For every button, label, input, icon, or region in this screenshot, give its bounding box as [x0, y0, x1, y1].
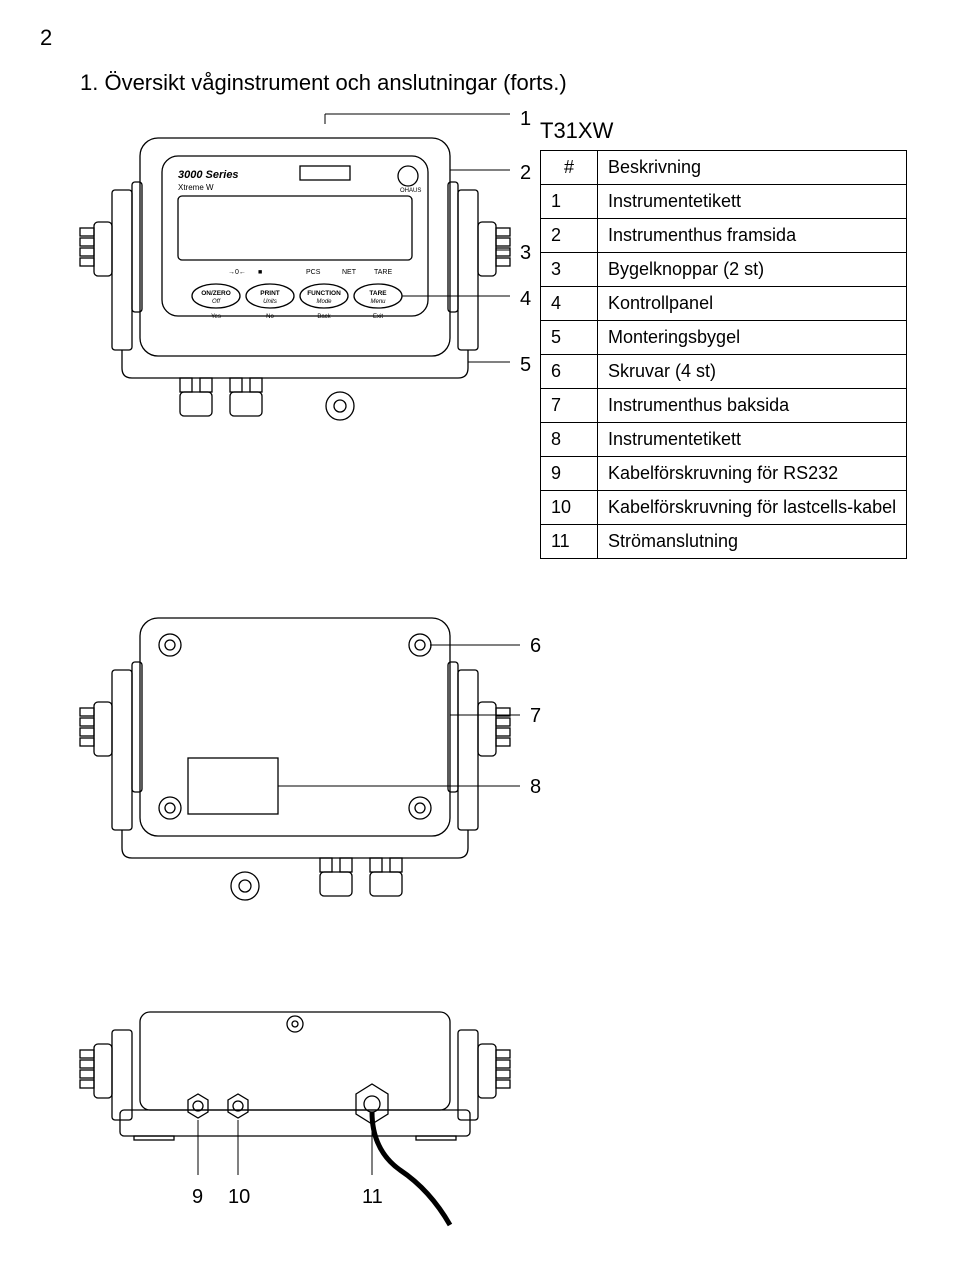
brand-label: OHAUS: [400, 188, 421, 194]
legend-cell: Instrumentetikett: [598, 185, 907, 219]
ind: →0←: [228, 269, 246, 276]
series-label: 3000 Series: [178, 169, 239, 181]
model-code: T31XW: [540, 118, 613, 144]
btn-top: TARE: [369, 290, 387, 297]
btn-sub: Exit: [373, 314, 383, 320]
btn-sub: No: [266, 314, 274, 320]
legend-cell: 2: [541, 219, 598, 253]
legend-cell: Instrumenthus framsida: [598, 219, 907, 253]
legend-cell: 8: [541, 423, 598, 457]
front-diagram: 3000 Series Xtreme W OHAUS →0← ■ PCS NET…: [70, 110, 520, 440]
legend-cell: 4: [541, 287, 598, 321]
btn-sub: Yes: [211, 314, 221, 320]
bottom-diagram: [70, 1000, 530, 1230]
callout-3: 3: [520, 242, 531, 265]
subtitle-label: Xtreme W: [178, 183, 214, 192]
callout-8: 8: [530, 776, 541, 799]
legend-col-num: #: [541, 151, 598, 185]
legend-col-desc: Beskrivning: [598, 151, 907, 185]
callout-10: 10: [228, 1186, 250, 1209]
page-number: 2: [40, 25, 52, 51]
page-title: 1. Översikt våginstrument och anslutning…: [80, 70, 567, 96]
ind: ■: [258, 269, 262, 276]
btn-mid: Mode: [316, 299, 332, 305]
callout-1: 1: [520, 108, 531, 131]
legend-cell: Instrumenthus baksida: [598, 389, 907, 423]
btn-mid: Menu: [370, 299, 386, 305]
btn-top: FUNCTION: [307, 290, 341, 297]
legend-cell: Skruvar (4 st): [598, 355, 907, 389]
legend-cell: Bygelknoppar (2 st): [598, 253, 907, 287]
back-diagram: [70, 590, 530, 930]
btn-top: ON/ZERO: [201, 290, 231, 297]
callout-9: 9: [192, 1186, 203, 1209]
callout-2: 2: [520, 162, 531, 185]
callout-7: 7: [530, 705, 541, 728]
figure-bottom: [70, 1000, 530, 1235]
btn-mid: Units: [263, 299, 277, 305]
legend-table: # Beskrivning 1Instrumentetikett 2Instru…: [540, 150, 907, 559]
legend-cell: 1: [541, 185, 598, 219]
callout-6: 6: [530, 635, 541, 658]
btn-sub: Back: [317, 314, 331, 320]
figure-back: [70, 590, 530, 935]
legend-cell: 3: [541, 253, 598, 287]
callout-5: 5: [520, 354, 531, 377]
ind: PCS: [306, 269, 321, 276]
legend-cell: Strömanslutning: [598, 525, 907, 559]
callout-4: 4: [520, 288, 531, 311]
legend-cell: 6: [541, 355, 598, 389]
ind: TARE: [374, 269, 392, 276]
figure-front: 3000 Series Xtreme W OHAUS →0← ■ PCS NET…: [70, 110, 520, 445]
callout-11: 11: [362, 1186, 383, 1209]
legend-cell: 7: [541, 389, 598, 423]
legend-cell: 9: [541, 457, 598, 491]
legend-cell: Kontrollpanel: [598, 287, 907, 321]
legend-cell: 5: [541, 321, 598, 355]
legend-cell: Kabelförskruvning för lastcells-kabel: [598, 491, 907, 525]
legend-cell: 10: [541, 491, 598, 525]
btn-mid: Off: [212, 299, 221, 305]
btn-top: PRINT: [260, 290, 280, 297]
legend-cell: Kabelförskruvning för RS232: [598, 457, 907, 491]
legend-cell: Monteringsbygel: [598, 321, 907, 355]
ind: NET: [342, 269, 357, 276]
page: 2 1. Översikt våginstrument och anslutni…: [0, 0, 960, 1266]
legend-cell: Instrumentetikett: [598, 423, 907, 457]
legend-cell: 11: [541, 525, 598, 559]
